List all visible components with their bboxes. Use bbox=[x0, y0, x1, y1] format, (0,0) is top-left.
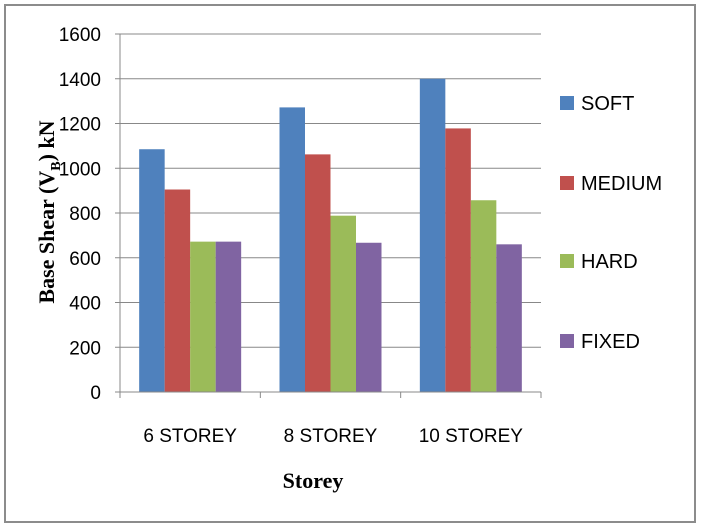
y-tick-label: 1400 bbox=[59, 70, 101, 91]
bar-soft-1 bbox=[139, 149, 165, 392]
y-tick-labels: 0 200 400 600 800 1000 1200 1400 1600 bbox=[59, 25, 101, 404]
legend-swatch-hard bbox=[560, 254, 574, 268]
y-tick-label: 400 bbox=[69, 294, 101, 315]
y-tick-label: 1000 bbox=[59, 159, 101, 180]
y-axis-title-main: Base Shear (V bbox=[34, 171, 59, 304]
bar-hard-2 bbox=[330, 215, 356, 392]
bars bbox=[139, 78, 522, 393]
y-axis-title-subscript: B bbox=[49, 161, 64, 170]
y-tick-label: 1600 bbox=[59, 25, 101, 46]
legend-label-soft: SOFT bbox=[581, 93, 634, 115]
bar-soft-2 bbox=[279, 107, 305, 392]
legend-swatch-soft bbox=[560, 96, 574, 110]
bar-medium-1 bbox=[164, 189, 191, 392]
x-tick-labels: 6 STOREY 8 STOREY 10 STOREY bbox=[143, 426, 523, 447]
y-axis-title-suffix: ) kN bbox=[34, 120, 59, 161]
legend: SOFT MEDIUM HARD FIXED bbox=[560, 93, 662, 353]
y-tick-label: 800 bbox=[69, 204, 101, 225]
bar-hard-3 bbox=[470, 200, 497, 392]
bar-medium-3 bbox=[445, 128, 471, 393]
bar-fixed-3 bbox=[496, 244, 522, 392]
y-tick-label: 0 bbox=[90, 383, 101, 404]
y-tick-label: 1200 bbox=[59, 115, 101, 136]
bar-soft-3 bbox=[419, 78, 446, 392]
bar-fixed-2 bbox=[356, 242, 382, 392]
axes bbox=[115, 33, 542, 398]
legend-swatch-fixed bbox=[560, 334, 574, 348]
legend-label-hard: HARD bbox=[581, 251, 638, 273]
x-axis-title: Storey bbox=[283, 468, 344, 493]
bar-medium-2 bbox=[305, 154, 331, 392]
bar-fixed-1 bbox=[215, 241, 242, 392]
y-axis-title: Base Shear (VB) kN bbox=[34, 120, 64, 303]
x-tick-label: 10 STOREY bbox=[419, 426, 524, 447]
y-tick-label: 600 bbox=[69, 249, 101, 270]
legend-swatch-medium bbox=[560, 176, 574, 190]
legend-label-fixed: FIXED bbox=[581, 331, 640, 353]
x-tick-label: 6 STOREY bbox=[143, 426, 237, 447]
y-tick-label: 200 bbox=[69, 338, 101, 359]
x-tick-label: 8 STOREY bbox=[284, 426, 378, 447]
bar-hard-1 bbox=[190, 241, 216, 392]
legend-label-medium: MEDIUM bbox=[581, 173, 662, 195]
